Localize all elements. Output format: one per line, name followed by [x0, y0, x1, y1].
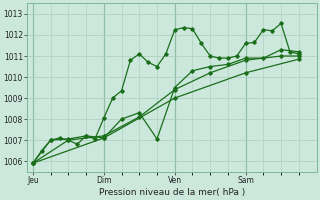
X-axis label: Pression niveau de la mer( hPa ): Pression niveau de la mer( hPa )	[99, 188, 245, 197]
